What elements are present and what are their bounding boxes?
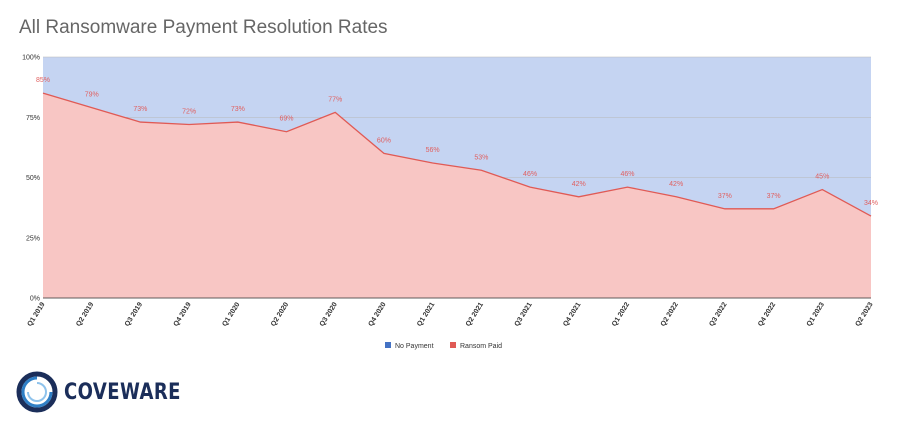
y-tick-label: 50% [26,175,40,182]
x-tick-label: Q1 2021 [416,301,436,328]
data-label: 73% [133,106,147,113]
x-tick-label: Q1 2019 [27,301,47,328]
data-label: 34% [864,200,878,207]
x-tick-label: Q3 2021 [514,301,534,328]
legend: No Payment Ransom Paid [385,342,502,350]
x-tick-label: Q2 2020 [270,301,290,328]
y-tick-label: 25% [26,235,40,242]
series-area-ransom-paid [43,93,871,299]
legend-swatch [385,342,391,348]
y-tick-label: 0% [30,296,40,303]
x-tick-label: Q4 2020 [367,301,387,328]
coveware-logo: COVEWARE [16,369,207,415]
x-tick-label: Q3 2019 [124,301,144,328]
legend-swatch [450,342,456,348]
x-tick-label: Q1 2022 [611,301,631,328]
x-tick-label: Q1 2020 [221,301,241,328]
legend-label: No Payment [395,343,434,350]
data-label: 42% [669,181,683,188]
x-tick-label: Q4 2019 [173,301,193,328]
data-label: 77% [328,96,342,103]
data-label: 85% [36,77,50,84]
x-tick-label: Q2 2021 [465,301,485,328]
data-label: 79% [85,92,99,99]
data-label: 46% [523,171,537,178]
x-tick-label: Q4 2021 [562,301,582,328]
data-label: 56% [426,147,440,154]
x-tick-label: Q4 2022 [757,301,777,328]
data-label: 42% [572,181,586,188]
data-label: 69% [280,116,294,123]
chart-title: All Ransomware Payment Resolution Rates [19,17,388,38]
coveware-logo-text: COVEWARE [64,379,181,405]
data-label: 37% [718,193,732,200]
data-label: 46% [620,171,634,178]
series-areas [42,92,872,299]
x-tick-label: Q2 2023 [855,301,875,328]
data-label: 60% [377,137,391,144]
data-label: 45% [815,174,829,181]
x-tick-label: Q2 2022 [660,301,680,328]
y-tick-label: 75% [26,115,40,122]
legend-label: Ransom Paid [460,343,502,350]
series-line-ransom-paid [42,92,872,217]
data-label: 72% [182,108,196,115]
coveware-ring-logo-icon [16,371,58,413]
y-tick-label: 100% [22,55,40,62]
data-label: 53% [474,154,488,161]
x-tick-label: Q1 2023 [806,301,826,328]
x-tick-label: Q3 2020 [319,301,339,328]
x-tick-label: Q2 2019 [75,301,95,328]
x-tick-label: Q3 2022 [708,301,728,328]
data-labels: 85% 79% 73% 72% 73% 69% 77% 60% 56% 53% 46% 42% 46% 4… [36,77,878,207]
data-label: 37% [767,193,781,200]
data-label: 73% [231,106,245,113]
